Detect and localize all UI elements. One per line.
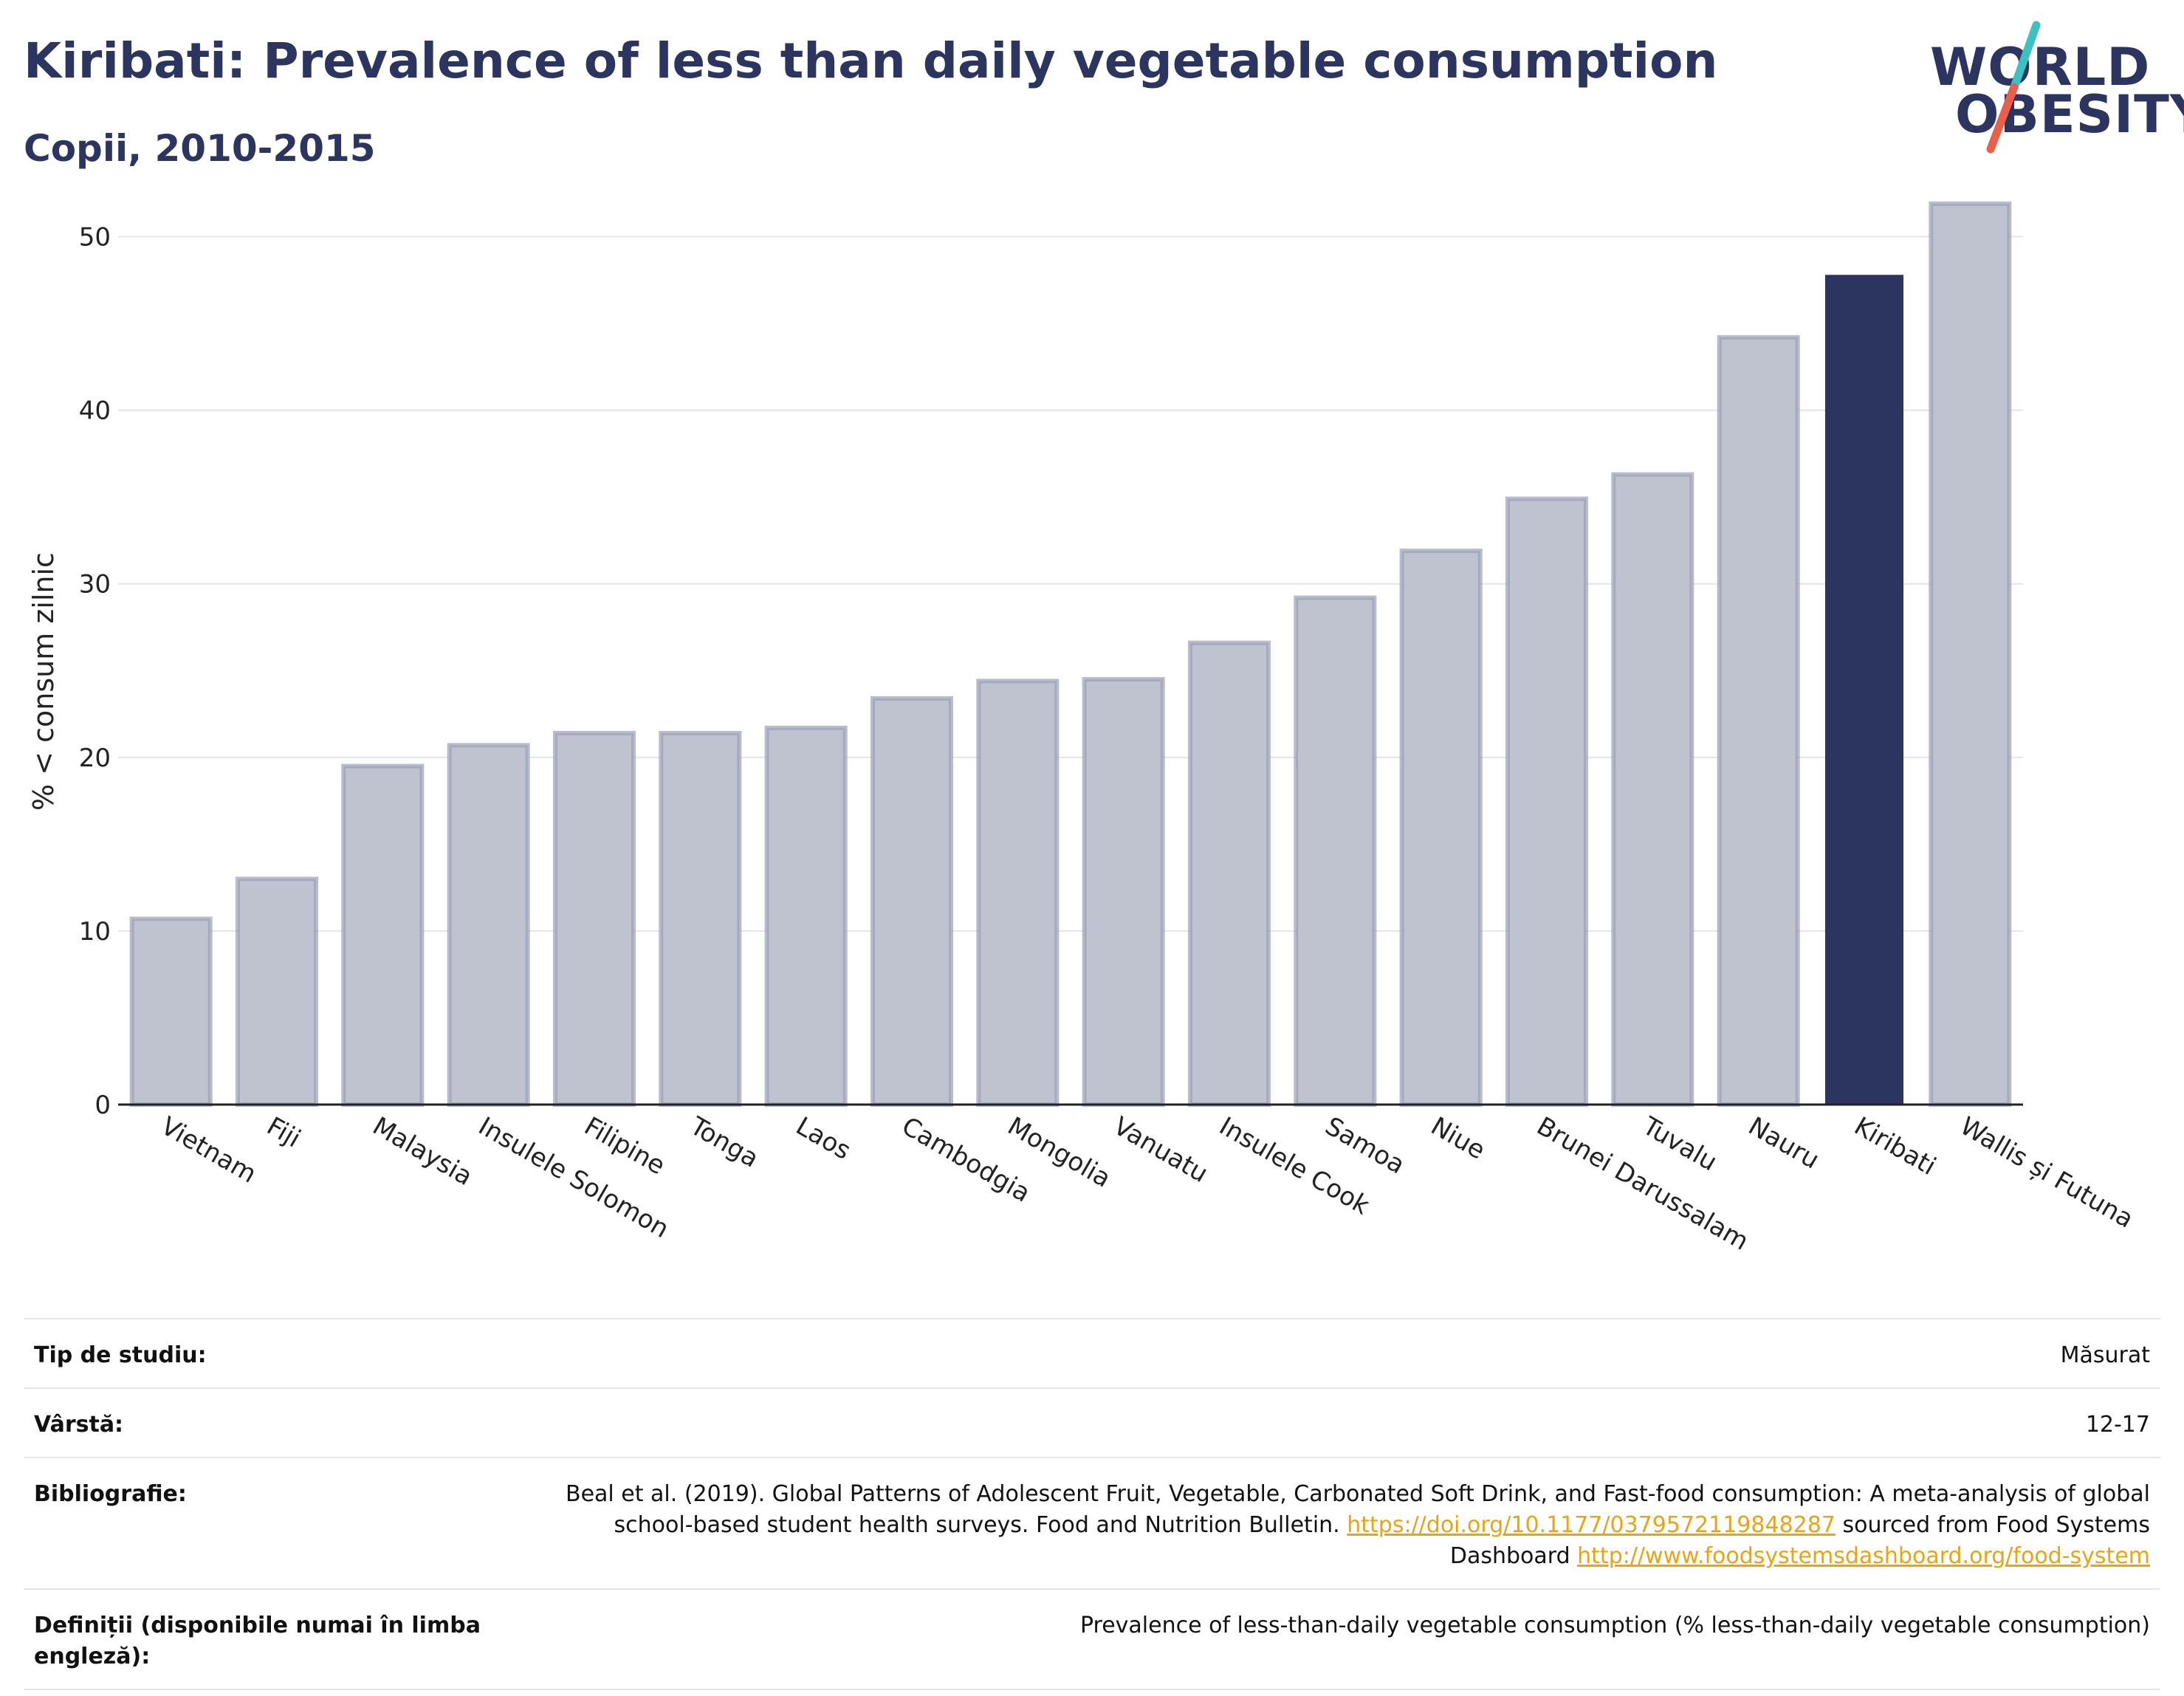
meta-row-bibliography: Bibliografie: Beal et al. (2019). Global…	[24, 1457, 2160, 1588]
meta-row-study-type: Tip de studiu: Măsurat	[24, 1318, 2160, 1387]
x-tick-label: Tuvalu	[1637, 1111, 1722, 1178]
bar-cambodgia[interactable]	[870, 696, 954, 1107]
x-tick-label: Filipine	[580, 1111, 670, 1181]
bar-kiribati[interactable]	[1824, 275, 1904, 1105]
y-axis-ticks: 0 10 20 30 40 50	[79, 223, 111, 1120]
gridlines	[118, 236, 2023, 932]
x-tick-label: Fiji	[262, 1111, 306, 1153]
y-axis-label: % < consum zilnic	[27, 552, 60, 811]
y-tick-label: 30	[79, 570, 111, 600]
bar-malaysia[interactable]	[341, 763, 425, 1107]
chart-subtitle: Copii, 2010-2015	[24, 127, 376, 170]
logo-slash-icon	[1986, 21, 2041, 154]
meta-key: Bibliografie:	[34, 1481, 187, 1507]
y-tick-label: 50	[79, 223, 111, 253]
meta-value: 12-17	[2085, 1412, 2150, 1438]
bar-niue[interactable]	[1399, 549, 1483, 1107]
world-obesity-logo[interactable]: WORLD OBESITY	[1927, 21, 2184, 154]
meta-key: Definiții (disponibile numai în limba en…	[34, 1613, 481, 1669]
food-systems-link[interactable]: http://www.foodsystemsdashboard.org/food…	[1577, 1543, 2150, 1569]
doi-link[interactable]: https://doi.org/10.1177/0379572119848287	[1347, 1512, 1836, 1538]
bar-chart: 0 10 20 30 40 50 Vietnam Fiji MalaysiaInsulele …	[27, 201, 2138, 1257]
bar-vanuatu[interactable]	[1082, 677, 1165, 1107]
meta-row-definitions: Definiții (disponibile numai în limba en…	[24, 1588, 2160, 1690]
bar-nauru[interactable]	[1717, 334, 1800, 1107]
bar-insulele-solomon[interactable]	[447, 743, 530, 1108]
x-tick-label: Vanuatu	[1108, 1111, 1212, 1189]
y-tick-label: 10	[79, 917, 111, 947]
bar-tuvalu[interactable]	[1611, 472, 1694, 1107]
y-tick-label: 20	[79, 744, 111, 773]
logo-line-1: WORLD	[1930, 37, 2151, 97]
bar-insulele-cook[interactable]	[1187, 640, 1271, 1107]
bar-samoa[interactable]	[1294, 595, 1377, 1107]
citation-source-text: sourced from Food Systems Dashboard	[1449, 1512, 2150, 1569]
bars	[129, 201, 2012, 1108]
x-tick-label: Insulele Solomon	[473, 1111, 674, 1244]
x-tick-label: Malaysia	[368, 1111, 478, 1192]
meta-key: Vârstă:	[34, 1412, 124, 1438]
y-tick-label: 40	[79, 396, 111, 426]
meta-value: Prevalence of less-than-daily vegetable …	[1079, 1613, 2150, 1638]
bar-brunei-darussalam[interactable]	[1505, 496, 1589, 1107]
x-tick-label: Nauru	[1743, 1111, 1824, 1175]
chart-title: Kiribati: Prevalence of less than daily …	[24, 32, 1718, 89]
bar-laos[interactable]	[764, 725, 848, 1107]
x-tick-label: Laos	[791, 1111, 856, 1166]
bar-filipine[interactable]	[552, 730, 636, 1108]
bar-fiji[interactable]	[235, 876, 319, 1108]
meta-row-age: Vârstă: 12-17	[24, 1387, 2160, 1457]
y-tick-label: 0	[95, 1091, 111, 1120]
bar-tonga[interactable]	[659, 730, 742, 1108]
bar-mongolia[interactable]	[976, 679, 1060, 1107]
x-tick-label: Niue	[1426, 1111, 1490, 1165]
bar-wallis-i-futuna[interactable]	[1929, 201, 2012, 1108]
x-tick-label: Wallis și Futuna	[1955, 1111, 2138, 1234]
citation-text: Beal et al. (2019). Global Patterns of A…	[565, 1481, 2150, 1538]
meta-key: Tip de studiu:	[34, 1342, 207, 1368]
bar-vietnam[interactable]	[129, 916, 213, 1107]
meta-value: Măsurat	[2060, 1342, 2150, 1368]
x-tick-label: Tonga	[684, 1111, 763, 1174]
meta-value: Beal et al. (2019). Global Patterns of A…	[563, 1479, 2150, 1572]
x-tick-label: Samoa	[1320, 1111, 1409, 1180]
x-tick-label: Vietnam	[156, 1111, 261, 1189]
metadata-table: Tip de studiu: Măsurat Vârstă: 12-17 Bib…	[24, 1318, 2160, 1690]
x-tick-label: Kiribati	[1850, 1111, 1941, 1181]
